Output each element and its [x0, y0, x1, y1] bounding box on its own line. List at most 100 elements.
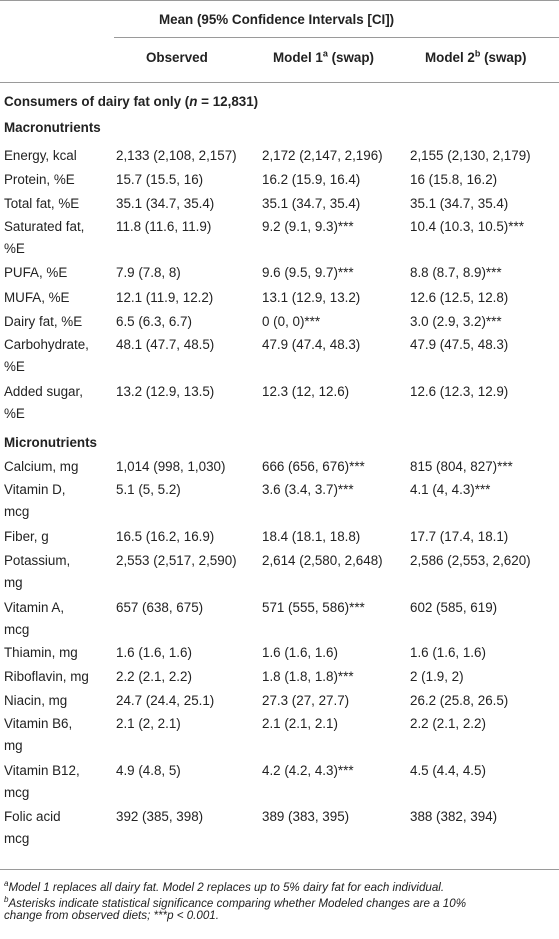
cell-model1: 2,172 (2,147, 2,196) [262, 148, 383, 163]
cell-model1: 0 (0, 0)*** [262, 314, 321, 329]
cell-model2: 602 (585, 619) [410, 600, 498, 615]
cell-model2: 2,586 (2,553, 2,620) [410, 553, 531, 568]
row-label: Added sugar, [4, 384, 83, 399]
cell-model2: 17.7 (17.4, 18.1) [410, 529, 509, 544]
cell-model2: 4.5 (4.4, 4.5) [410, 763, 486, 778]
cell-model1: 3.6 (3.4, 3.7)*** [262, 482, 354, 497]
cell-observed: 15.7 (15.5, 16) [116, 172, 204, 187]
row-label: Riboflavin, mg [4, 669, 89, 684]
cell-model1: 9.2 (9.1, 9.3)*** [262, 219, 354, 234]
cell-observed: 48.1 (47.7, 48.5) [116, 337, 215, 352]
row-label: Calcium, mg [4, 459, 79, 474]
row-label-continued: mg [4, 575, 23, 590]
cell-model1: 4.2 (4.2, 4.3)*** [262, 763, 354, 778]
row-label: Dairy fat, %E [4, 314, 83, 329]
row-label: MUFA, %E [4, 290, 70, 305]
cell-observed: 657 (638, 675) [116, 600, 204, 615]
section-macronutrients: Macronutrients [4, 120, 101, 135]
row-label: Niacin, mg [4, 693, 68, 708]
col-header-model2: Model 2b (swap) [425, 48, 527, 65]
row-label-continued: %E [4, 241, 25, 256]
cell-model2: 4.1 (4, 4.3)*** [410, 482, 491, 497]
row-label-continued: mcg [4, 622, 30, 637]
cell-model1: 2.1 (2.1, 2.1) [262, 716, 338, 731]
cell-model1: 47.9 (47.4, 48.3) [262, 337, 361, 352]
col-header-model1: Model 1a (swap) [273, 48, 375, 65]
cell-model2: 12.6 (12.3, 12.9) [410, 384, 509, 399]
row-label: Potassium, [4, 553, 71, 568]
cell-model2: 12.6 (12.5, 12.8) [410, 290, 509, 305]
cell-observed: 4.9 (4.8, 5) [116, 763, 181, 778]
group-header: Mean (95% Confidence Intervals [CI]) [159, 12, 395, 27]
row-label: Vitamin B6, [4, 716, 73, 731]
cell-model2: 47.9 (47.5, 48.3) [410, 337, 509, 352]
row-label-continued: mcg [4, 831, 30, 846]
row-label: Total fat, %E [4, 196, 80, 211]
cell-observed: 6.5 (6.3, 6.7) [116, 314, 192, 329]
cell-model1: 9.6 (9.5, 9.7)*** [262, 265, 354, 280]
cell-model2: 35.1 (34.7, 35.4) [410, 196, 509, 211]
cell-model1: 1.6 (1.6, 1.6) [262, 645, 338, 660]
cell-model2: 3.0 (2.9, 3.2)*** [410, 314, 502, 329]
row-label-continued: %E [4, 406, 25, 421]
row-label: Carbohydrate, [4, 337, 89, 352]
row-label-continued: mg [4, 738, 23, 753]
cell-observed: 392 (385, 398) [116, 809, 204, 824]
cell-model2: 16 (15.8, 16.2) [410, 172, 498, 187]
row-label: Energy, kcal [4, 148, 77, 163]
cell-observed: 16.5 (16.2, 16.9) [116, 529, 215, 544]
cell-observed: 1,014 (998, 1,030) [116, 459, 226, 474]
cell-observed: 11.8 (11.6, 11.9) [116, 219, 212, 234]
cell-model1: 1.8 (1.8, 1.8)*** [262, 669, 354, 684]
row-label: Vitamin A, [4, 600, 65, 615]
cell-observed: 24.7 (24.4, 25.1) [116, 693, 215, 708]
cell-observed: 1.6 (1.6, 1.6) [116, 645, 192, 660]
row-label: Thiamin, mg [4, 645, 78, 660]
cell-model2: 1.6 (1.6, 1.6) [410, 645, 486, 660]
cell-model1: 16.2 (15.9, 16.4) [262, 172, 361, 187]
footnote-b-continued: change from observed diets; ***p < 0.001… [4, 909, 219, 922]
cell-model1: 12.3 (12, 12.6) [262, 384, 350, 399]
cell-model1: 389 (383, 395) [262, 809, 350, 824]
cell-observed: 13.2 (12.9, 13.5) [116, 384, 215, 399]
cell-model1: 18.4 (18.1, 18.8) [262, 529, 361, 544]
row-label: Folic acid [4, 809, 61, 824]
cell-observed: 7.9 (7.8, 8) [116, 265, 181, 280]
cell-model2: 8.8 (8.7, 8.9)*** [410, 265, 502, 280]
cell-observed: 35.1 (34.7, 35.4) [116, 196, 215, 211]
cell-observed: 2,553 (2,517, 2,590) [116, 553, 237, 568]
cell-model2: 2,155 (2,130, 2,179) [410, 148, 531, 163]
population-label: Consumers of dairy fat only (n = 12,831) [4, 94, 259, 109]
cell-observed: 2,133 (2,108, 2,157) [116, 148, 237, 163]
cell-model1: 571 (555, 586)*** [262, 600, 365, 615]
footnote-a: aModel 1 replaces all dairy fat. Model 2… [4, 879, 445, 894]
cell-model2: 10.4 (10.3, 10.5)*** [410, 219, 524, 234]
cell-observed: 12.1 (11.9, 12.2) [116, 290, 214, 305]
cell-model1: 27.3 (27, 27.7) [262, 693, 350, 708]
group-header-rule [114, 37, 559, 38]
cell-model2: 2.2 (2.1, 2.2) [410, 716, 486, 731]
row-label: Vitamin B12, [4, 763, 80, 778]
cell-model2: 815 (804, 827)*** [410, 459, 513, 474]
cell-observed: 2.1 (2, 2.1) [116, 716, 181, 731]
row-label: Saturated fat, [4, 219, 85, 234]
cell-model2: 26.2 (25.8, 26.5) [410, 693, 509, 708]
section-micronutrients: Micronutrients [4, 435, 97, 450]
cell-observed: 5.1 (5, 5.2) [116, 482, 181, 497]
bottom-rule [0, 869, 559, 870]
row-label: Protein, %E [4, 172, 75, 187]
cell-model1: 35.1 (34.7, 35.4) [262, 196, 361, 211]
col-header-observed: Observed [146, 50, 208, 65]
header-rule [0, 82, 559, 83]
cell-observed: 2.2 (2.1, 2.2) [116, 669, 192, 684]
cell-model2: 388 (382, 394) [410, 809, 498, 824]
cell-model1: 666 (656, 676)*** [262, 459, 365, 474]
cell-model1: 2,614 (2,580, 2,648) [262, 553, 383, 568]
cell-model1: 13.1 (12.9, 13.2) [262, 290, 361, 305]
row-label: PUFA, %E [4, 265, 68, 280]
row-label: Vitamin D, [4, 482, 66, 497]
row-label-continued: %E [4, 359, 25, 374]
footnote-b: bAsterisks indicate statistical signific… [4, 895, 466, 910]
top-rule [0, 0, 559, 1]
